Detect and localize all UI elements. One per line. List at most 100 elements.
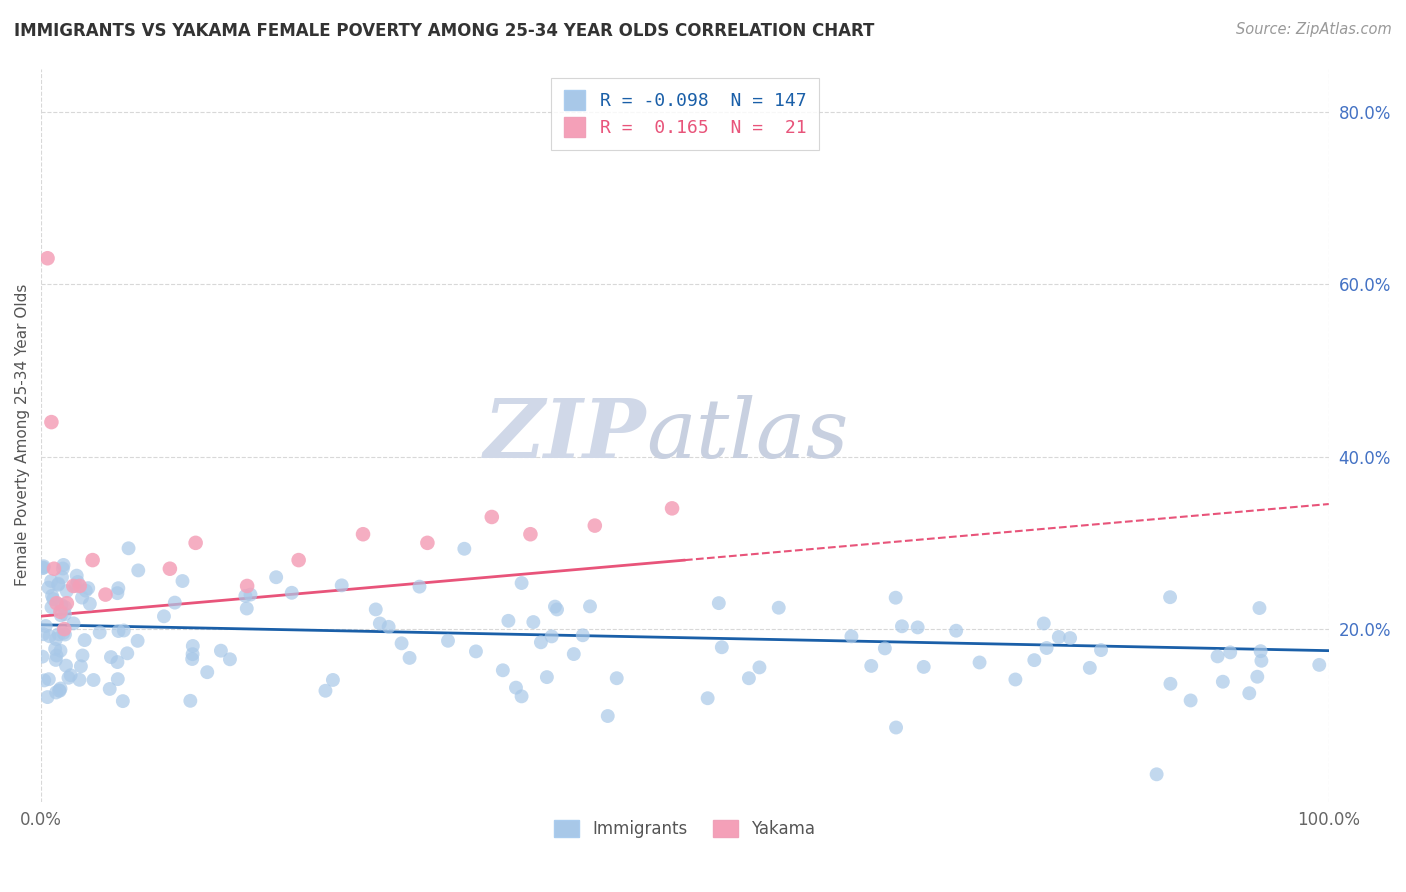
Point [519, 527, 541, 541]
Point [41, 600, 63, 615]
Point [707, 596, 730, 610]
Point [571, 628, 593, 642]
Point [1004, 673, 1026, 687]
Point [583, 518, 606, 533]
Point [239, 588, 262, 602]
Point [38, 672, 60, 686]
Point [69, 673, 91, 687]
Point [1212, 674, 1234, 689]
Point [48, 683, 70, 698]
Point [1219, 645, 1241, 659]
Point [45, 632, 67, 646]
Point [738, 671, 761, 685]
Point [498, 614, 520, 628]
Point [48, 627, 70, 641]
Point [107, 581, 129, 595]
Point [912, 660, 935, 674]
Point [1078, 661, 1101, 675]
Point [453, 541, 475, 556]
Point [52, 626, 75, 640]
Point [391, 636, 413, 650]
Point [748, 660, 770, 674]
Point [209, 643, 232, 657]
Point [1090, 643, 1112, 657]
Point [58, 671, 80, 685]
Point [465, 644, 488, 658]
Point [408, 580, 430, 594]
Text: atlas: atlas [647, 395, 849, 475]
Point [860, 659, 883, 673]
Point [481, 510, 503, 524]
Point [314, 683, 336, 698]
Point [184, 536, 207, 550]
Point [195, 665, 218, 680]
Text: ZIP: ZIP [484, 395, 647, 475]
Point [437, 633, 460, 648]
Point [1246, 670, 1268, 684]
Point [52, 561, 75, 575]
Point [181, 639, 204, 653]
Point [969, 656, 991, 670]
Point [127, 563, 149, 577]
Point [112, 624, 135, 638]
Point [661, 501, 683, 516]
Point [579, 599, 602, 614]
Point [322, 673, 344, 687]
Point [45, 648, 67, 663]
Point [77, 581, 100, 595]
Point [52, 558, 75, 572]
Point [48, 576, 70, 591]
Point [1308, 657, 1330, 672]
Point [53, 627, 76, 641]
Point [59, 668, 82, 682]
Point [890, 619, 912, 633]
Point [181, 647, 204, 661]
Point [540, 629, 562, 643]
Point [710, 640, 733, 655]
Point [41, 589, 63, 603]
Point [37, 581, 59, 595]
Point [884, 591, 907, 605]
Point [398, 651, 420, 665]
Point [181, 652, 204, 666]
Point [48, 683, 70, 698]
Point [55, 584, 77, 599]
Point [1059, 631, 1081, 645]
Text: Source: ZipAtlas.com: Source: ZipAtlas.com [1236, 22, 1392, 37]
Point [111, 694, 134, 708]
Point [530, 635, 553, 649]
Point [117, 646, 139, 660]
Point [945, 624, 967, 638]
Point [37, 252, 59, 266]
Point [236, 601, 259, 615]
Point [1032, 616, 1054, 631]
Point [70, 591, 93, 605]
Point [596, 709, 619, 723]
Point [510, 690, 533, 704]
Point [98, 681, 121, 696]
Point [53, 607, 76, 622]
Point [287, 553, 309, 567]
Point [235, 589, 257, 603]
Point [51, 598, 73, 612]
Point [49, 605, 72, 619]
Point [83, 673, 105, 687]
Point [236, 579, 259, 593]
Point [45, 653, 67, 667]
Point [49, 681, 72, 696]
Point [105, 586, 128, 600]
Point [31, 561, 53, 575]
Point [72, 648, 94, 663]
Point [153, 609, 176, 624]
Point [44, 641, 66, 656]
Point [696, 691, 718, 706]
Point [49, 608, 72, 623]
Point [100, 650, 122, 665]
Point [510, 576, 533, 591]
Point [179, 694, 201, 708]
Point [117, 541, 139, 556]
Point [35, 619, 58, 633]
Point [352, 527, 374, 541]
Point [281, 586, 304, 600]
Point [32, 559, 55, 574]
